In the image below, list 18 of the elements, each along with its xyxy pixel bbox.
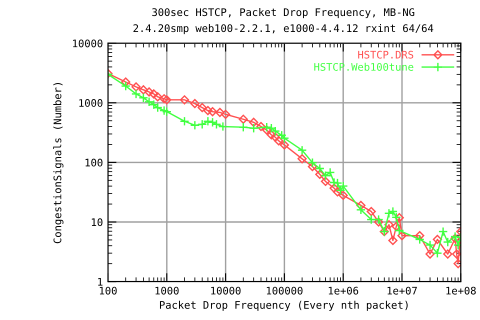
chart-subtitle: 2.4.20smp web100-2.2.1, e1000-4.4.12 rxint 64/64 bbox=[133, 24, 434, 34]
y-tick-label: 10 bbox=[92, 218, 102, 226]
x-tick-label: 100000 bbox=[266, 286, 303, 295]
chart-title: 300sec HSTCP, Packet Drop Frequency, MB-NG bbox=[152, 8, 414, 18]
y-tick-label: 10000 bbox=[73, 39, 102, 48]
legend-label: HSTCP.Web100tune bbox=[314, 62, 414, 71]
y-tick-label: 1000 bbox=[79, 99, 102, 107]
y-axis-title: CongestionSignals (Number) bbox=[53, 83, 64, 244]
x-tick-label: 1e+08 bbox=[446, 286, 476, 295]
x-tick-label: 1e+06 bbox=[328, 286, 358, 295]
y-tick-label: 1 bbox=[98, 278, 102, 286]
x-axis-title: Packet Drop Frequency (Every nth packet) bbox=[160, 300, 408, 311]
x-tick-label: 1e+07 bbox=[388, 286, 417, 295]
x-tick-label: 1000 bbox=[156, 286, 179, 295]
y-tick-label: 100 bbox=[86, 158, 102, 167]
x-tick-label: 10000 bbox=[211, 286, 241, 295]
legend-label: HSTCP.DRS bbox=[358, 50, 414, 59]
x-tick-label: 100 bbox=[100, 286, 117, 295]
